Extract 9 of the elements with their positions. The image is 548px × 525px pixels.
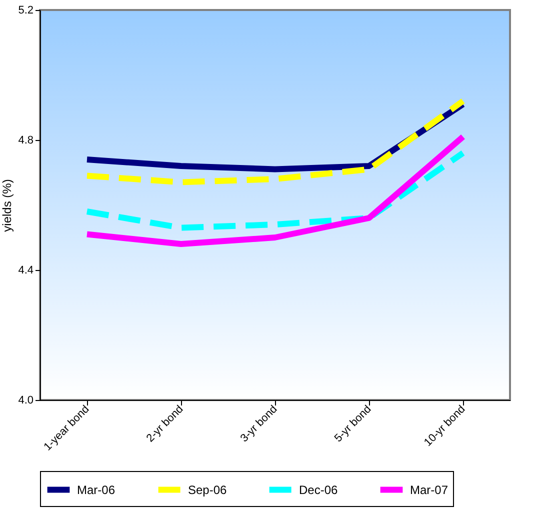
legend-label: Sep-06 <box>188 482 228 497</box>
legend-label: Dec-06 <box>299 482 338 497</box>
legend-label: Mar-06 <box>77 482 116 497</box>
y-tick-label: 5.2 <box>18 4 34 16</box>
y-axis-title: yields (%) <box>0 179 14 232</box>
y-tick-label: 4.8 <box>18 134 34 146</box>
y-tick-label: 4.0 <box>18 394 34 406</box>
legend-label: Mar-07 <box>410 482 448 497</box>
y-tick-label: 4.4 <box>18 264 34 276</box>
